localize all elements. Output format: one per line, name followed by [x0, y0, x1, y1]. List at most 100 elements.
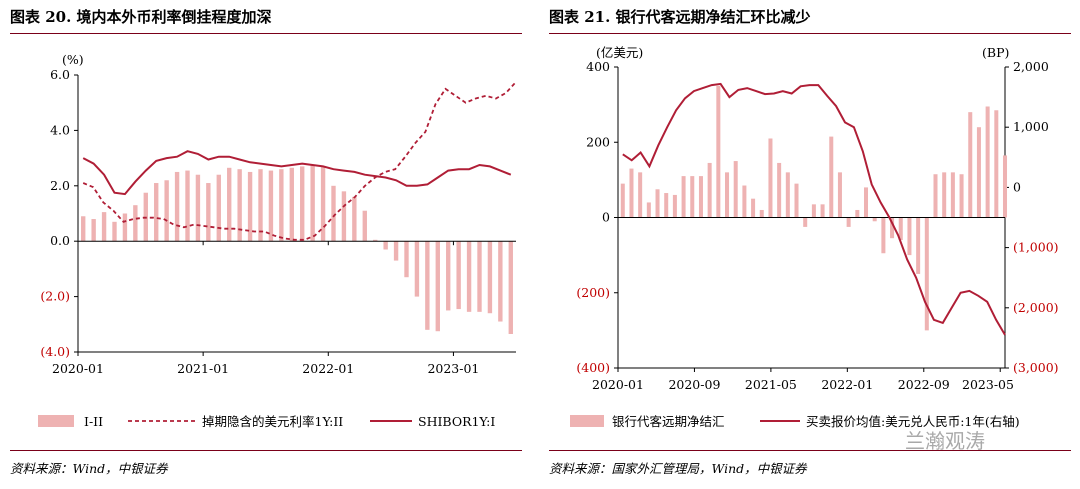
- right-bar-forward-net-settlement: [976, 127, 981, 218]
- left-bar-i-ii: [258, 169, 263, 242]
- right-bar-forward-net-settlement: [751, 198, 756, 218]
- right-bar-forward-net-settlement: [716, 85, 721, 218]
- right-bar-forward-net-settlement: [759, 209, 764, 218]
- left-x-tick-label: 2022-01: [302, 361, 354, 376]
- right-bar-forward-net-settlement: [846, 217, 851, 227]
- left-x-tick-label: 2023-01: [427, 361, 479, 376]
- right-left-y-tick-label: 400: [586, 59, 610, 74]
- right-bar-forward-net-settlement: [881, 217, 886, 254]
- left-y-tick-label: 0.0: [50, 233, 70, 248]
- left-bar-i-ii: [133, 205, 138, 242]
- right-bar-forward-net-settlement: [950, 172, 955, 218]
- left-legend-swatch-i-ii: [38, 415, 74, 427]
- left-bar-i-ii: [81, 216, 86, 242]
- left-bar-i-ii: [362, 210, 367, 242]
- left-bar-i-ii: [247, 171, 253, 242]
- left-source-rule: [10, 450, 522, 451]
- right-bar-forward-net-settlement: [646, 202, 651, 218]
- right-bar-forward-net-settlement: [1002, 155, 1008, 218]
- left-bar-i-ii: [91, 219, 96, 242]
- left-source-note: 资料来源：Wind，中银证券: [10, 461, 168, 476]
- left-bar-i-ii: [341, 191, 347, 242]
- left-y-tick-label: 2.0: [50, 178, 70, 193]
- left-title-rule: [10, 33, 522, 34]
- left-bar-i-ii: [154, 183, 159, 242]
- left-bar-i-ii: [195, 174, 201, 242]
- right-bar-forward-net-settlement: [629, 168, 634, 218]
- left-bar-i-ii: [425, 241, 430, 330]
- left-series-swap-implied-usd-rate: [82, 81, 517, 241]
- left-bar-i-ii: [206, 183, 211, 242]
- left-x-tick-label: 2021-01: [177, 361, 229, 376]
- left-legend-label-i-ii: I-II: [84, 414, 103, 429]
- right-bar-forward-net-settlement: [837, 172, 842, 218]
- left-y-axis-label: (%): [62, 52, 84, 67]
- left-legend-label-shibor: SHIBOR1Y:I: [418, 414, 495, 429]
- left-bar-i-ii: [498, 241, 503, 322]
- right-legend-label-bars: 银行代客远期净结汇: [612, 414, 725, 429]
- left-bar-i-ii: [393, 241, 399, 261]
- right-bar-forward-net-settlement: [690, 176, 695, 218]
- right-bar-forward-net-settlement: [968, 112, 973, 218]
- left-x-tick-label: 2020-01: [52, 361, 104, 376]
- right-bar-forward-net-settlement: [820, 204, 825, 218]
- right-right-y-tick-label: (1,000): [1013, 240, 1059, 255]
- right-bar-forward-net-settlement: [768, 138, 773, 218]
- right-bar-forward-net-settlement: [864, 187, 869, 218]
- left-bar-i-ii: [373, 239, 378, 242]
- right-bar-forward-net-settlement: [672, 194, 677, 218]
- right-panel-title: 图表 21. 银行代客远期净结汇环比减少: [549, 8, 811, 26]
- left-series-shibor-1y: [82, 150, 512, 196]
- left-bar-i-ii: [237, 169, 242, 242]
- left-bar-i-ii: [414, 241, 420, 297]
- left-bar-i-ii: [404, 241, 409, 278]
- right-bar-forward-net-settlement: [707, 162, 712, 218]
- right-y-axis-label-right: (BP): [982, 45, 1009, 60]
- right-bar-forward-net-settlement: [829, 136, 834, 218]
- right-bar-forward-net-settlement: [898, 217, 903, 241]
- right-x-tick-label: 2022-01: [821, 377, 873, 392]
- left-bar-i-ii: [435, 241, 440, 332]
- left-bar-i-ii: [331, 185, 336, 242]
- left-bar-i-ii: [227, 167, 232, 242]
- right-bar-forward-net-settlement: [924, 217, 929, 331]
- left-bar-i-ii: [446, 241, 451, 311]
- right-x-tick-label: 2023-05: [962, 377, 1014, 392]
- right-source-rule: [549, 450, 1071, 451]
- right-right-y-tick-label: 0: [1013, 179, 1021, 194]
- left-bar-i-ii: [112, 221, 117, 242]
- left-panel-title: 图表 20. 境内本外币利率倒挂程度加深: [10, 8, 272, 26]
- right-left-y-tick-label: (400): [576, 360, 610, 375]
- right-right-y-tick-label: 2,000: [1013, 59, 1049, 74]
- right-x-tick-label: 2020-01: [592, 377, 644, 392]
- right-y-axis-label-left: (亿美元): [596, 45, 643, 60]
- left-legend-label-swap: 掉期隐含的美元利率1Y:II: [202, 414, 343, 429]
- right-x-tick-label: 2022-09: [898, 377, 950, 392]
- left-bar-i-ii: [101, 212, 107, 242]
- right-bar-forward-net-settlement: [907, 217, 912, 256]
- right-bar-forward-net-settlement: [933, 174, 938, 218]
- left-y-tick-label: (2.0): [40, 289, 70, 304]
- right-bar-forward-net-settlement: [803, 217, 808, 227]
- right-bar-forward-net-settlement: [872, 217, 877, 222]
- left-bar-i-ii: [466, 241, 472, 312]
- right-bar-forward-net-settlement: [681, 176, 686, 218]
- right-bar-forward-net-settlement: [725, 172, 730, 218]
- left-bar-i-ii: [352, 196, 357, 242]
- right-bar-forward-net-settlement: [811, 204, 816, 218]
- right-x-tick-label: 2021-05: [745, 377, 797, 392]
- right-bar-forward-net-settlement: [698, 176, 703, 218]
- left-bar-i-ii: [122, 213, 128, 242]
- left-bar-i-ii: [279, 169, 284, 242]
- right-bar-forward-net-settlement: [994, 110, 999, 218]
- right-bar-forward-net-settlement: [620, 183, 625, 218]
- right-bar-forward-net-settlement: [777, 162, 782, 218]
- left-bar-i-ii: [185, 170, 190, 242]
- right-legend-label-line: 买卖报价均值:美元兑人民币:1年(右轴): [806, 414, 1020, 429]
- right-bar-forward-net-settlement: [855, 209, 860, 218]
- left-bar-i-ii: [508, 241, 513, 334]
- right-bar-forward-net-settlement: [733, 161, 738, 218]
- left-bar-i-ii: [164, 180, 169, 242]
- right-bar-forward-net-settlement: [942, 172, 947, 218]
- right-bar-forward-net-settlement: [794, 183, 799, 218]
